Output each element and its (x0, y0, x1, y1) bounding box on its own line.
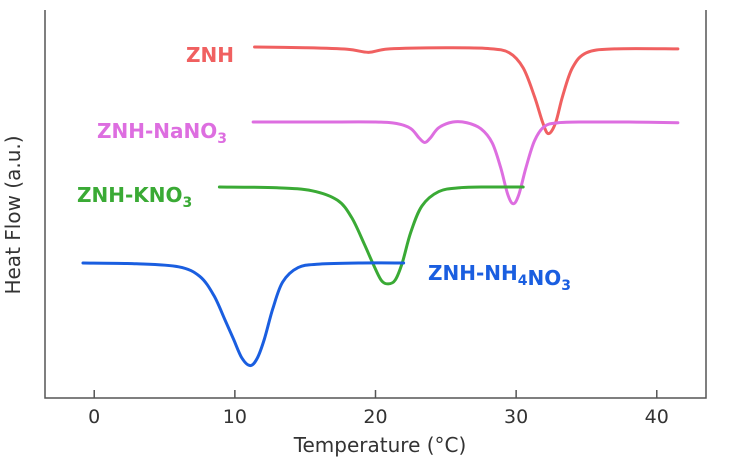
x-axis-label: Temperature (°C) (293, 433, 467, 457)
series-line-znh-kno3 (217, 185, 525, 286)
x-tick-label: 10 (223, 406, 247, 428)
series-line-znh-nano3 (251, 120, 680, 206)
series-line-znh (253, 45, 680, 136)
y-axis-label: Heat Flow (a.u.) (1, 135, 25, 294)
x-tick-label: 40 (645, 406, 669, 428)
x-tick-label: 20 (363, 406, 387, 428)
series-label-znh-nh4no3: ZNH-NH4NO3 (428, 261, 571, 294)
series-curves (81, 45, 680, 368)
series-label-znh-kno3: ZNH-KNO3 (77, 183, 192, 211)
series-line-znh-nh4no3 (81, 261, 406, 368)
x-tick-label: 30 (504, 406, 528, 428)
series-labels: ZNH ZNH-NaNO3 ZNH-KNO3 ZNH-NH4NO3 (77, 43, 571, 294)
axes: 0 10 20 30 40 (44, 10, 707, 428)
series-label-znh: ZNH (186, 43, 234, 67)
x-tick-label: 0 (88, 406, 100, 428)
series-label-znh-nano3: ZNH-NaNO3 (97, 119, 227, 147)
